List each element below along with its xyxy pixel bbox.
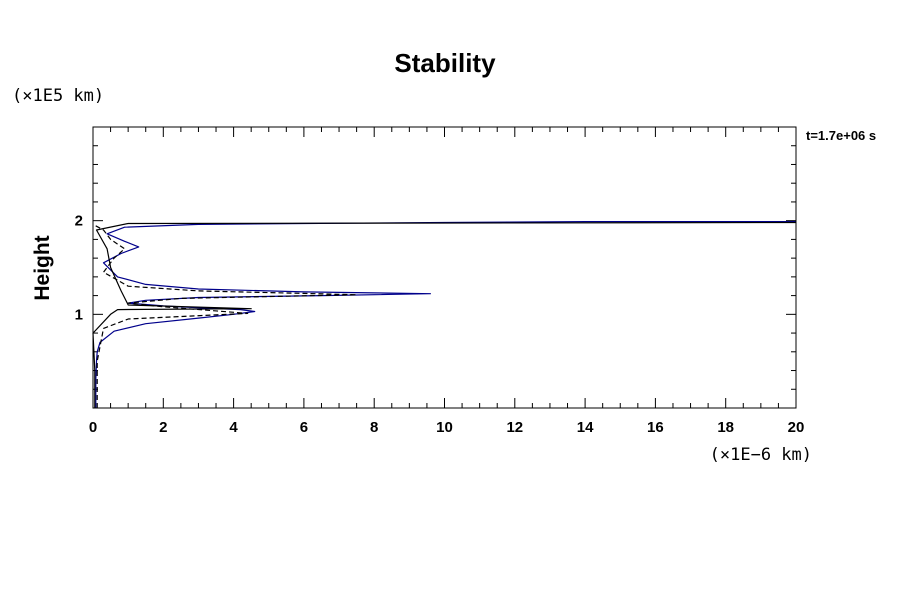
y-unit-label: (×1E5 km) xyxy=(12,86,104,106)
x-tick-label: 16 xyxy=(647,419,664,436)
series-line-1 xyxy=(95,221,796,408)
time-label: t=1.7e+06 s xyxy=(806,128,876,143)
y-axis-label: Height xyxy=(31,235,54,300)
x-tick-label: 14 xyxy=(577,419,594,436)
x-tick-label: 2 xyxy=(159,419,167,436)
y-tick-label: 2 xyxy=(75,213,83,230)
x-tick-label: 6 xyxy=(300,419,308,436)
chart-title: Stability xyxy=(394,48,496,78)
x-unit-label: (×1E−6 km) xyxy=(710,445,812,465)
x-tick-label: 10 xyxy=(436,419,453,436)
x-tick-label: 20 xyxy=(788,419,805,436)
x-tick-label: 18 xyxy=(717,419,734,436)
x-tick-label: 8 xyxy=(370,419,378,436)
series-line-3 xyxy=(92,223,358,408)
x-tick-label: 4 xyxy=(229,419,238,436)
x-tick-label: 0 xyxy=(89,419,97,436)
plot-frame xyxy=(92,126,797,409)
x-tick-label: 12 xyxy=(506,419,523,436)
axis-ticks xyxy=(92,127,797,408)
y-tick-label: 1 xyxy=(75,306,83,323)
data-series xyxy=(92,221,797,408)
